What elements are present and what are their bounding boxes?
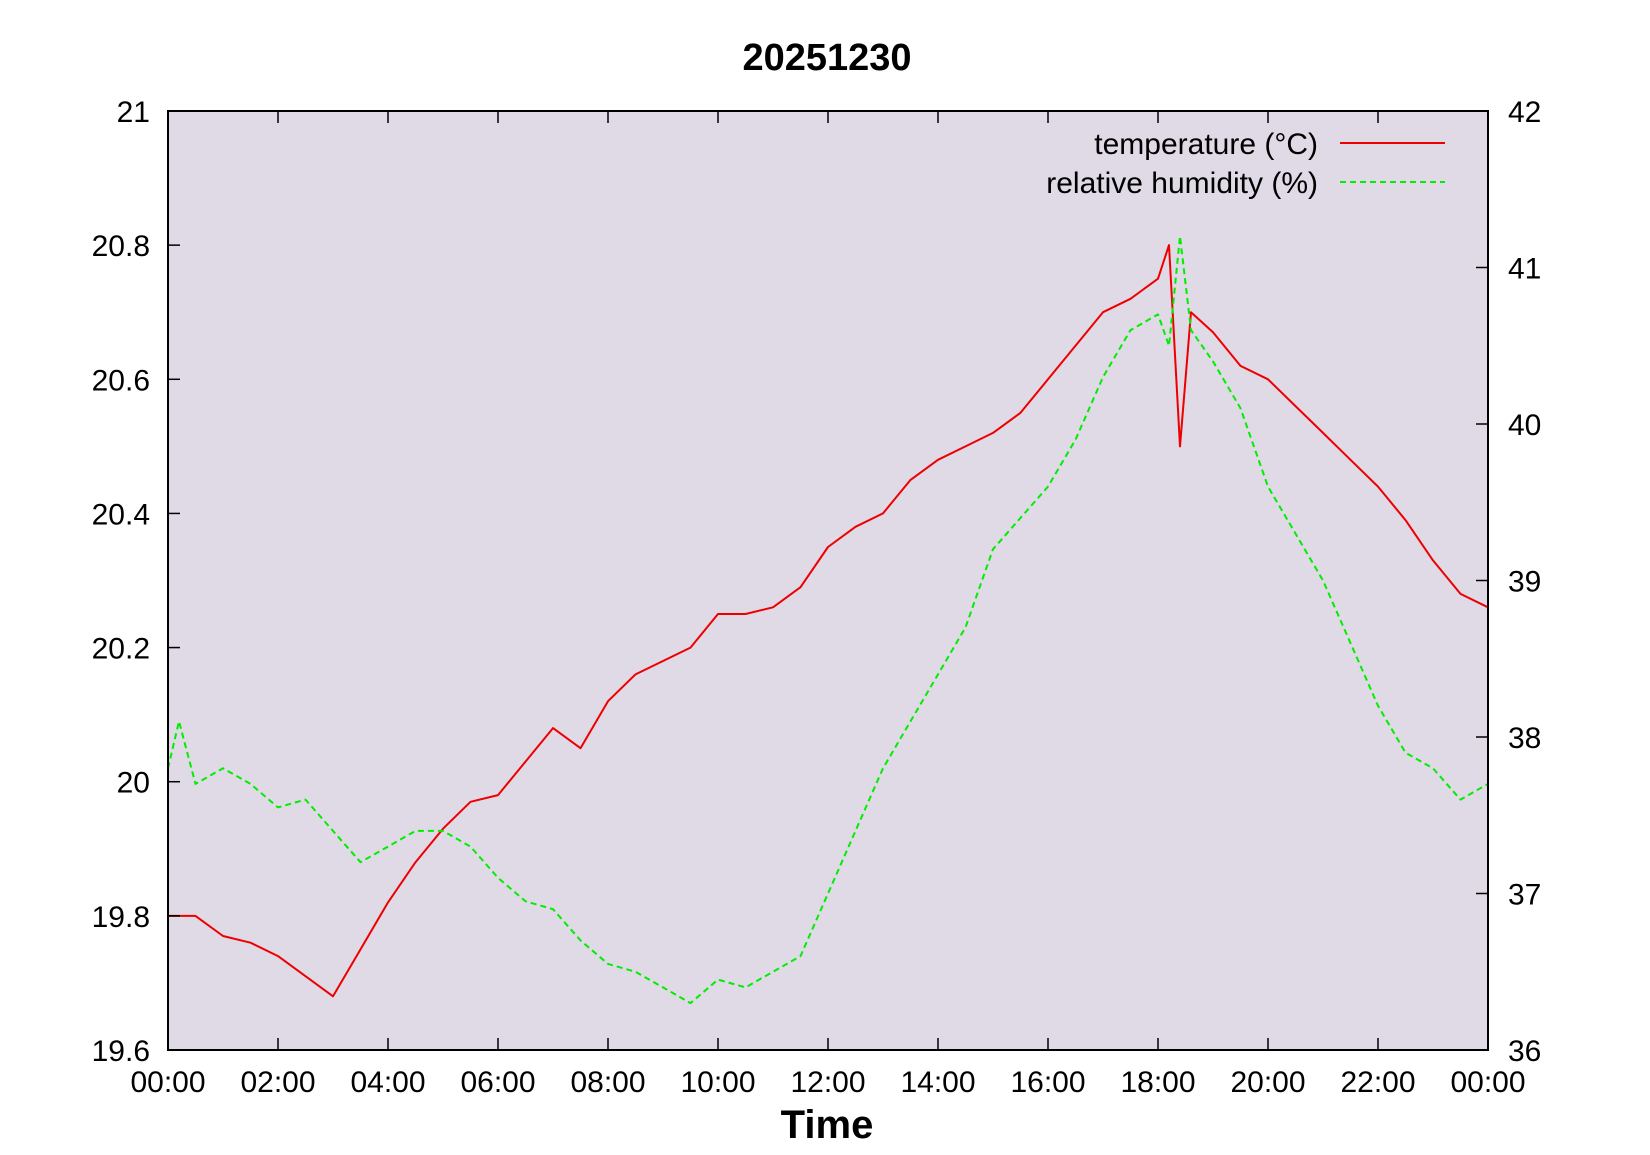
y-right-tick-label: 39: [1508, 566, 1541, 599]
y-left-tick-label: 20.6: [92, 364, 150, 397]
legend: temperature (°C) relative humidity (%): [1046, 128, 1445, 200]
legend-label-temperature: temperature (°C): [1094, 128, 1318, 161]
chart-title: 20251230: [742, 37, 911, 79]
x-tick-label: 08:00: [570, 1066, 645, 1099]
series-line-humidity: [167, 235, 1489, 1005]
x-tick-label: 22:00: [1340, 1066, 1415, 1099]
legend-label-humidity: relative humidity (%): [1046, 167, 1318, 200]
x-axis-title: Time: [781, 1103, 874, 1147]
y-right-tick-label: 36: [1508, 1035, 1541, 1068]
ticks-layer: 00:00 02:00 04:00 06:00 08:00 10:00 12:00 14:00…: [92, 96, 1542, 1099]
y-right-tick-label: 40: [1508, 409, 1541, 442]
y-right-tick-label: 37: [1508, 879, 1541, 912]
x-tick-label: 16:00: [1010, 1066, 1085, 1099]
x-tick-label: 06:00: [460, 1066, 535, 1099]
y-left-tick-label: 20.4: [92, 498, 150, 531]
series-layer: [167, 235, 1489, 1005]
x-tick-label: 10:00: [680, 1066, 755, 1099]
x-tick-label: 00:00: [1450, 1066, 1525, 1099]
x-tick-label: 04:00: [350, 1066, 425, 1099]
x-tick-label: 12:00: [790, 1066, 865, 1099]
y-left-tick-label: 19.6: [92, 1035, 150, 1068]
plot-frame: [167, 110, 1489, 1051]
y-left-tick-label: 19.8: [92, 901, 150, 934]
y-left-tick-label: 20: [117, 767, 150, 800]
y-right-tick-label: 41: [1508, 253, 1541, 286]
x-tick-label: 20:00: [1230, 1066, 1305, 1099]
x-tick-label: 00:00: [130, 1066, 205, 1099]
x-tick-label: 02:00: [240, 1066, 315, 1099]
y-left-tick-label: 20.2: [92, 633, 150, 666]
y-right-tick-label: 42: [1508, 96, 1541, 129]
y-left-tick-label: 21: [117, 96, 150, 129]
series-line-temperature: [168, 244, 1489, 998]
y-left-tick-label: 20.8: [92, 230, 150, 263]
plot-background: [168, 111, 1488, 1050]
x-tick-label: 14:00: [900, 1066, 975, 1099]
y-right-tick-label: 38: [1508, 722, 1541, 755]
x-tick-label: 18:00: [1120, 1066, 1195, 1099]
